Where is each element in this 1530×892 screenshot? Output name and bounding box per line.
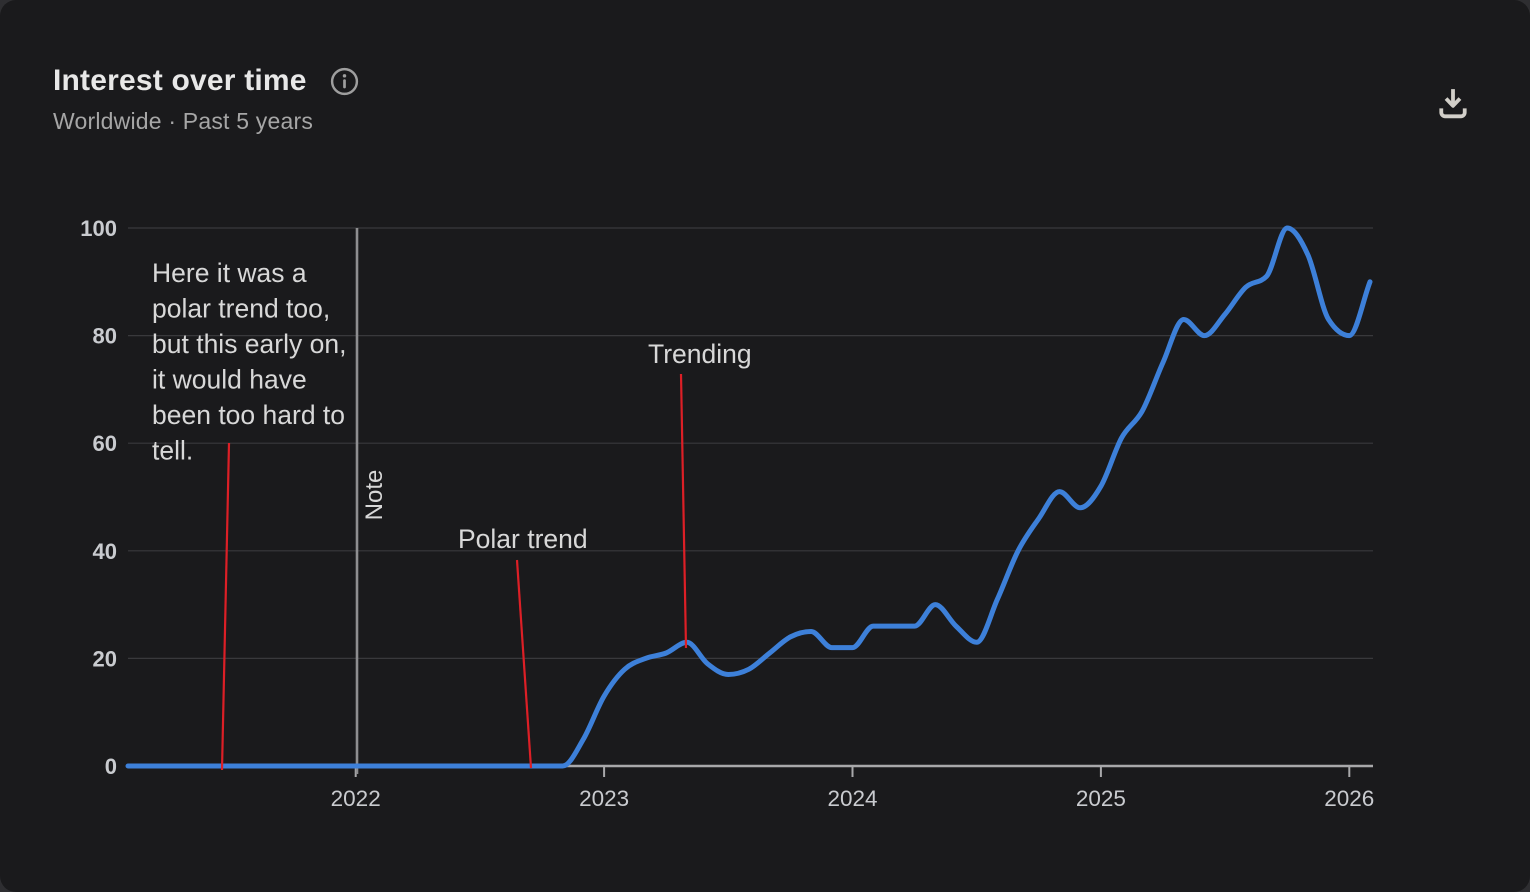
- y-axis: 0 20 40 60 80 100: [80, 216, 117, 779]
- page-title: Interest over time: [53, 64, 307, 97]
- annotation-text: Here it was a polar trend too, but this ea…: [152, 258, 346, 466]
- trend-line: [125, 225, 1373, 769]
- y-tick-label: 60: [93, 431, 117, 456]
- x-tick-label: 2023: [579, 786, 629, 811]
- note-marker[interactable]: Note: [355, 228, 388, 774]
- y-tick-label: 80: [93, 324, 117, 349]
- info-icon: [330, 67, 358, 95]
- x-axis: 2022 2023 2024 2025 2026: [128, 764, 1374, 811]
- annotation-text: Trending: [648, 339, 752, 369]
- x-tick-label: 2024: [827, 786, 877, 811]
- x-tick-label: 2022: [331, 786, 381, 811]
- y-tick-label: 100: [80, 216, 117, 241]
- gridlines: [128, 227, 1373, 660]
- annotation-trending: Trending: [648, 339, 752, 649]
- annotation-polar-trend: Polar trend: [458, 524, 588, 769]
- chart-header: Interest over time Worldwide · Past 5 ye…: [53, 64, 360, 135]
- y-tick-label: 40: [93, 539, 117, 564]
- download-icon: [1439, 89, 1467, 119]
- x-tick-label: 2026: [1324, 786, 1374, 811]
- annotation-text: Polar trend: [458, 524, 588, 554]
- download-button[interactable]: [1430, 80, 1476, 129]
- annotation-early-polar-note: Here it was a polar trend too, but this ea…: [152, 258, 346, 771]
- chart-subtitle: Worldwide · Past 5 years: [53, 108, 314, 134]
- x-tick-label: 2025: [1076, 786, 1126, 811]
- note-label: Note: [361, 470, 388, 521]
- y-tick-label: 0: [105, 754, 117, 779]
- info-button[interactable]: [329, 66, 360, 97]
- y-tick-label: 20: [93, 646, 117, 671]
